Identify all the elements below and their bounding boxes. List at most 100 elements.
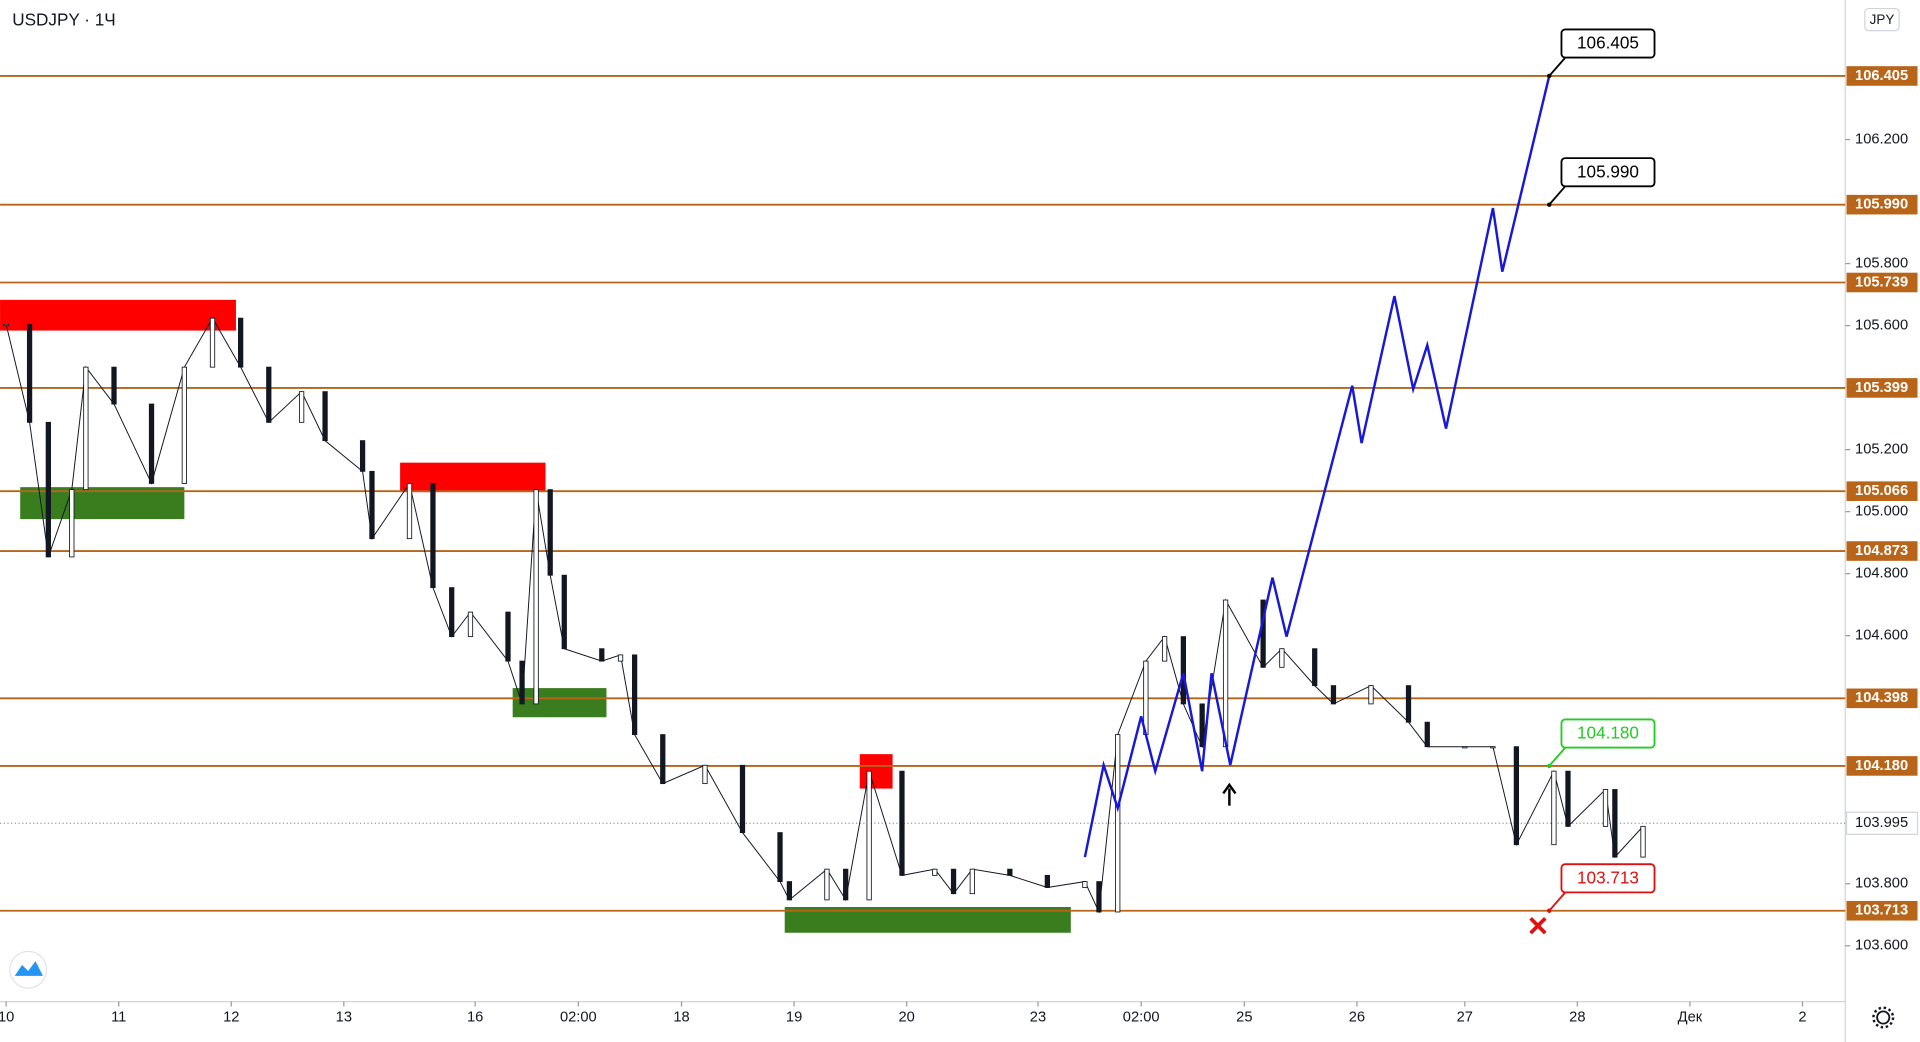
candle (1462, 746, 1468, 749)
settings-icon[interactable] (1872, 1006, 1895, 1029)
candle (505, 611, 511, 662)
x-tick-label: 19 (786, 1009, 802, 1025)
annotation-pointer (1548, 55, 1568, 77)
candle (599, 648, 605, 662)
x-tick-label: 18 (673, 1009, 689, 1025)
level-label-box (1846, 66, 1918, 86)
candle (26, 323, 33, 423)
chart-title: USDJPY · 1Ч (12, 9, 115, 29)
logo[interactable] (9, 950, 48, 989)
x-tick-label: 12 (223, 1009, 239, 1025)
annotation-pointer (1548, 745, 1568, 767)
level-label-box (1846, 272, 1918, 293)
x-tick-label: 23 (1030, 1009, 1046, 1025)
x-tick-label: 02:00 (1123, 1009, 1160, 1025)
candle (1513, 746, 1520, 846)
price-line (5, 317, 1644, 914)
last-price-label: 103.995 (1855, 815, 1908, 831)
annotation-box (1560, 28, 1656, 59)
candle (1082, 881, 1088, 888)
candle (932, 868, 938, 876)
zone (0, 299, 236, 331)
x-tick-label: 13 (336, 1009, 352, 1025)
candle (631, 654, 638, 736)
candle (238, 317, 244, 368)
level-label: 104.398 (1855, 690, 1908, 706)
level-label: 106.405 (1855, 68, 1908, 84)
candle (824, 868, 830, 901)
candle (3, 323, 9, 327)
level-label-box (1846, 481, 1918, 501)
candle (1602, 789, 1609, 827)
x-tick-label: 26 (1349, 1009, 1365, 1025)
candle (899, 770, 905, 876)
y-tick-label: 105.800 (1855, 255, 1908, 271)
candle (519, 660, 525, 705)
candle (1612, 789, 1618, 858)
candle (786, 881, 793, 901)
candle (547, 489, 553, 576)
x-tick-label: 02:00 (560, 1009, 597, 1025)
level-label-box (1846, 194, 1918, 215)
candle (1096, 881, 1102, 913)
candle (739, 764, 746, 834)
candle (266, 366, 272, 423)
candle (950, 868, 957, 895)
last-price-box (1845, 811, 1919, 835)
candle (467, 611, 474, 638)
zone (859, 754, 893, 789)
candle (1424, 721, 1430, 748)
annotation-box (1560, 863, 1656, 894)
candle (1161, 636, 1168, 662)
y-tick-label: 105.000 (1855, 504, 1908, 520)
candle (69, 489, 75, 558)
x-tick-label: 11 (111, 1009, 126, 1025)
candle (369, 470, 375, 540)
level-label: 105.739 (1855, 274, 1908, 290)
candle (1330, 685, 1337, 705)
annotation-box (1560, 718, 1656, 749)
candle (1368, 685, 1374, 705)
x-tick-label: 20 (898, 1009, 914, 1025)
candle (45, 421, 51, 558)
candle (533, 489, 539, 705)
x-tick-label: Дек (1678, 1009, 1703, 1025)
level-label: 105.399 (1855, 380, 1908, 396)
candle (702, 764, 708, 785)
candle (322, 391, 328, 442)
annotation-label: 104.180 (1577, 723, 1639, 743)
candle (111, 366, 117, 405)
candle (660, 734, 666, 785)
level-label-box (1846, 378, 1918, 398)
y-tick-label: 105.600 (1855, 317, 1908, 333)
y-tick-label: 106.200 (1855, 131, 1908, 147)
zone (400, 462, 546, 493)
candle (1222, 599, 1229, 748)
candle (969, 868, 975, 895)
level-label-box (1846, 756, 1918, 776)
candle (1180, 636, 1187, 705)
candle (359, 440, 366, 472)
candle (777, 832, 783, 883)
candle (1312, 648, 1318, 687)
candle (1044, 874, 1050, 888)
candle (843, 868, 849, 901)
x-tick-label: 27 (1457, 1009, 1473, 1025)
annotation-pointer (1548, 184, 1568, 206)
candle (449, 587, 455, 638)
candle (83, 366, 89, 491)
candle (298, 391, 305, 423)
candle (430, 483, 436, 589)
logo-mark (14, 961, 43, 976)
x-tick-label: 16 (467, 1009, 483, 1025)
zone (512, 688, 607, 718)
level-label-box (1846, 900, 1918, 921)
x-tick-label: 10 (0, 1009, 14, 1025)
candle (617, 654, 624, 662)
level-label: 104.180 (1855, 758, 1908, 774)
stop-cross-icon (1529, 917, 1547, 935)
currency-button[interactable] (1864, 7, 1900, 32)
candle (1565, 770, 1571, 827)
y-tick-label: 105.200 (1855, 442, 1908, 458)
